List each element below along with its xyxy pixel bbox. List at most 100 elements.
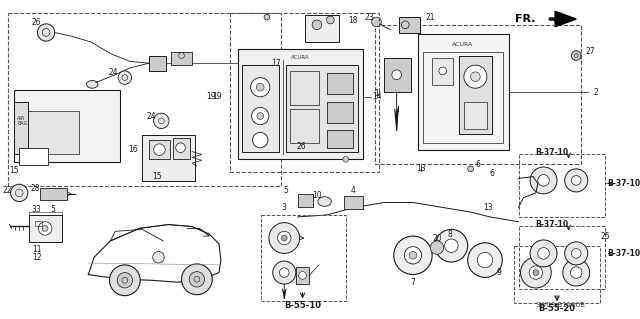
Text: 24: 24 <box>147 112 157 121</box>
Bar <box>305 15 339 42</box>
Text: 1: 1 <box>374 89 379 99</box>
Bar <box>384 58 411 92</box>
Text: 18: 18 <box>349 17 358 26</box>
Bar <box>238 49 363 159</box>
Text: SW03-B1100B: SW03-B1100B <box>536 302 586 308</box>
Circle shape <box>154 144 165 155</box>
Circle shape <box>538 174 549 186</box>
Circle shape <box>533 270 539 276</box>
Bar <box>326 130 353 148</box>
Circle shape <box>189 272 205 287</box>
Circle shape <box>273 261 296 284</box>
Bar <box>518 154 605 217</box>
Bar <box>242 65 278 152</box>
Text: B-37-10: B-37-10 <box>536 148 568 157</box>
Text: 13: 13 <box>416 164 426 173</box>
Bar <box>230 13 380 172</box>
Circle shape <box>280 268 289 278</box>
Circle shape <box>38 222 52 235</box>
Circle shape <box>278 231 291 245</box>
Bar <box>171 52 192 65</box>
Circle shape <box>38 24 55 41</box>
Bar <box>173 138 190 159</box>
Bar <box>518 226 605 289</box>
Text: AIR: AIR <box>17 116 26 122</box>
Bar <box>422 52 503 143</box>
Circle shape <box>564 169 588 192</box>
Text: 6: 6 <box>476 160 481 168</box>
Circle shape <box>538 248 549 259</box>
Bar <box>29 215 63 242</box>
Text: B-37-10: B-37-10 <box>607 179 640 188</box>
Circle shape <box>563 259 589 286</box>
Circle shape <box>530 167 557 194</box>
Text: 15: 15 <box>10 166 19 175</box>
Bar <box>459 56 492 134</box>
Text: 25: 25 <box>600 232 610 241</box>
Bar <box>15 102 28 154</box>
Circle shape <box>42 226 48 231</box>
Circle shape <box>154 113 169 129</box>
Circle shape <box>257 113 264 119</box>
Circle shape <box>530 240 557 267</box>
Circle shape <box>326 16 334 24</box>
Circle shape <box>468 166 474 172</box>
Text: 7: 7 <box>410 278 415 287</box>
Text: 26: 26 <box>297 142 307 151</box>
Text: 33: 33 <box>31 205 42 214</box>
Text: 17: 17 <box>271 59 280 68</box>
Text: 23: 23 <box>365 13 374 22</box>
Circle shape <box>572 249 581 258</box>
Circle shape <box>312 20 322 30</box>
Circle shape <box>572 175 581 185</box>
Bar <box>418 34 509 150</box>
Bar <box>142 135 195 182</box>
Text: ACURA: ACURA <box>452 41 474 47</box>
Text: B-55-20: B-55-20 <box>538 304 575 313</box>
Bar <box>326 102 353 123</box>
Circle shape <box>394 236 432 275</box>
Text: BAG: BAG <box>17 121 28 126</box>
Circle shape <box>470 72 480 81</box>
Bar <box>290 109 319 143</box>
Text: 10: 10 <box>312 191 322 200</box>
Circle shape <box>194 277 200 282</box>
Bar <box>40 188 67 200</box>
Text: B-37-10: B-37-10 <box>536 220 568 229</box>
Circle shape <box>468 243 502 278</box>
Circle shape <box>257 83 264 91</box>
Bar <box>296 267 309 284</box>
Circle shape <box>299 272 307 279</box>
Bar <box>374 25 581 164</box>
Circle shape <box>409 251 417 259</box>
Text: 19: 19 <box>207 92 216 101</box>
Text: B-55-10: B-55-10 <box>284 301 321 310</box>
Circle shape <box>118 71 132 84</box>
Text: 14: 14 <box>372 92 382 101</box>
Circle shape <box>282 235 287 241</box>
Bar <box>149 140 170 159</box>
Text: 5: 5 <box>51 205 55 214</box>
Text: 4: 4 <box>351 186 356 195</box>
Circle shape <box>343 156 349 162</box>
Circle shape <box>529 266 543 279</box>
Ellipse shape <box>318 197 332 206</box>
Circle shape <box>439 67 447 75</box>
Bar <box>290 71 319 105</box>
Circle shape <box>570 267 582 278</box>
Bar <box>399 17 420 33</box>
Bar <box>344 196 363 209</box>
Circle shape <box>435 229 468 262</box>
Bar <box>149 56 166 71</box>
Bar <box>432 58 453 85</box>
Bar <box>35 221 42 226</box>
Circle shape <box>251 78 270 97</box>
Circle shape <box>430 241 444 254</box>
Text: 21: 21 <box>426 13 435 22</box>
Bar <box>261 215 346 301</box>
Text: 12: 12 <box>32 253 41 262</box>
Circle shape <box>445 239 458 252</box>
Text: 3: 3 <box>282 203 287 212</box>
Circle shape <box>182 264 212 295</box>
Circle shape <box>372 17 381 27</box>
